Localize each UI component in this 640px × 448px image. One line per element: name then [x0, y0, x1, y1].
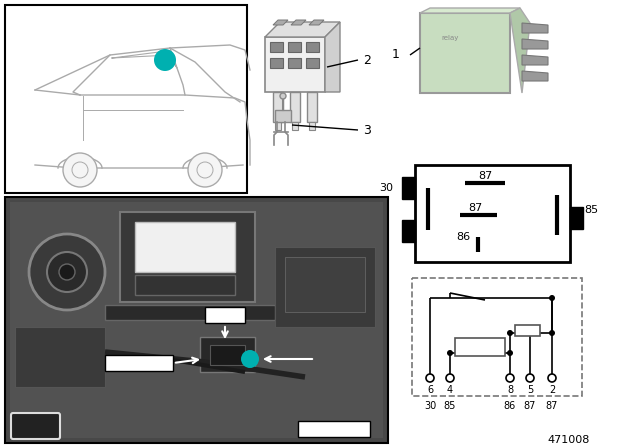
- Circle shape: [241, 350, 259, 368]
- Text: 87: 87: [478, 171, 492, 181]
- Circle shape: [59, 264, 75, 280]
- Bar: [210, 345, 245, 365]
- Polygon shape: [522, 71, 548, 81]
- Text: 30: 30: [379, 183, 393, 193]
- Text: 86: 86: [504, 401, 516, 411]
- Text: X10092: X10092: [115, 358, 163, 368]
- Polygon shape: [522, 39, 548, 49]
- Text: 1: 1: [392, 48, 400, 61]
- Text: 471008: 471008: [548, 435, 590, 445]
- Bar: [285, 257, 365, 312]
- Circle shape: [549, 330, 555, 336]
- Bar: [273, 92, 283, 122]
- Bar: [306, 42, 319, 52]
- Polygon shape: [325, 22, 340, 92]
- Bar: [105, 305, 275, 320]
- Bar: [307, 92, 317, 122]
- Bar: [5, 5, 247, 193]
- Text: 30: 30: [424, 401, 436, 411]
- Circle shape: [526, 374, 534, 382]
- Bar: [306, 58, 319, 68]
- Circle shape: [197, 162, 213, 178]
- Bar: [135, 222, 235, 272]
- Text: 85: 85: [584, 205, 598, 215]
- Text: 5: 5: [527, 385, 533, 395]
- Polygon shape: [522, 55, 548, 65]
- Bar: [415, 165, 570, 262]
- Circle shape: [63, 153, 97, 187]
- Polygon shape: [522, 23, 548, 33]
- Text: 6: 6: [427, 385, 433, 395]
- FancyBboxPatch shape: [420, 13, 510, 93]
- Bar: [402, 177, 415, 199]
- Circle shape: [47, 252, 87, 292]
- Polygon shape: [265, 22, 340, 37]
- Text: K99: K99: [213, 310, 237, 320]
- Bar: [120, 212, 255, 302]
- Circle shape: [154, 49, 176, 71]
- Bar: [412, 278, 582, 396]
- Text: 1: 1: [161, 53, 170, 66]
- Text: 8: 8: [507, 385, 513, 395]
- Circle shape: [507, 350, 513, 356]
- Bar: [10, 202, 383, 438]
- Bar: [570, 207, 583, 229]
- Circle shape: [507, 330, 513, 336]
- Text: 2: 2: [549, 385, 555, 395]
- Bar: [298, 421, 370, 437]
- Circle shape: [280, 93, 286, 99]
- Circle shape: [426, 374, 434, 382]
- Circle shape: [188, 153, 222, 187]
- Circle shape: [506, 374, 514, 382]
- Bar: [135, 275, 235, 295]
- Text: 1: 1: [246, 354, 254, 364]
- Circle shape: [29, 234, 105, 310]
- Bar: [292, 122, 298, 130]
- Bar: [288, 42, 301, 52]
- Circle shape: [548, 374, 556, 382]
- Text: 2: 2: [363, 53, 371, 66]
- Bar: [5, 197, 388, 443]
- Bar: [270, 58, 283, 68]
- Text: 4: 4: [447, 385, 453, 395]
- Text: relay: relay: [442, 35, 459, 41]
- Bar: [200, 337, 255, 372]
- Text: 87: 87: [546, 401, 558, 411]
- Bar: [15, 327, 105, 387]
- Bar: [205, 307, 245, 323]
- Circle shape: [549, 295, 555, 301]
- Polygon shape: [420, 8, 520, 13]
- Bar: [275, 122, 281, 130]
- Polygon shape: [309, 20, 324, 25]
- Text: 86: 86: [456, 232, 470, 242]
- Circle shape: [446, 374, 454, 382]
- Bar: [275, 110, 291, 122]
- Text: 3: 3: [363, 124, 371, 137]
- Bar: [265, 37, 325, 92]
- Text: 135117: 135117: [313, 424, 355, 434]
- Bar: [309, 122, 315, 130]
- Text: 87: 87: [524, 401, 536, 411]
- Text: 85: 85: [444, 401, 456, 411]
- Circle shape: [447, 350, 453, 356]
- Bar: [105, 355, 173, 371]
- Text: 87: 87: [468, 203, 482, 213]
- Bar: [270, 42, 283, 52]
- Bar: [288, 58, 301, 68]
- Bar: [290, 92, 300, 122]
- FancyBboxPatch shape: [11, 413, 60, 439]
- Text: CD: CD: [26, 419, 45, 432]
- Bar: [515, 325, 540, 336]
- Bar: [402, 220, 415, 242]
- Polygon shape: [291, 20, 306, 25]
- Bar: [455, 338, 505, 356]
- Polygon shape: [510, 8, 530, 93]
- Bar: [275, 247, 375, 327]
- Polygon shape: [273, 20, 288, 25]
- Circle shape: [72, 162, 88, 178]
